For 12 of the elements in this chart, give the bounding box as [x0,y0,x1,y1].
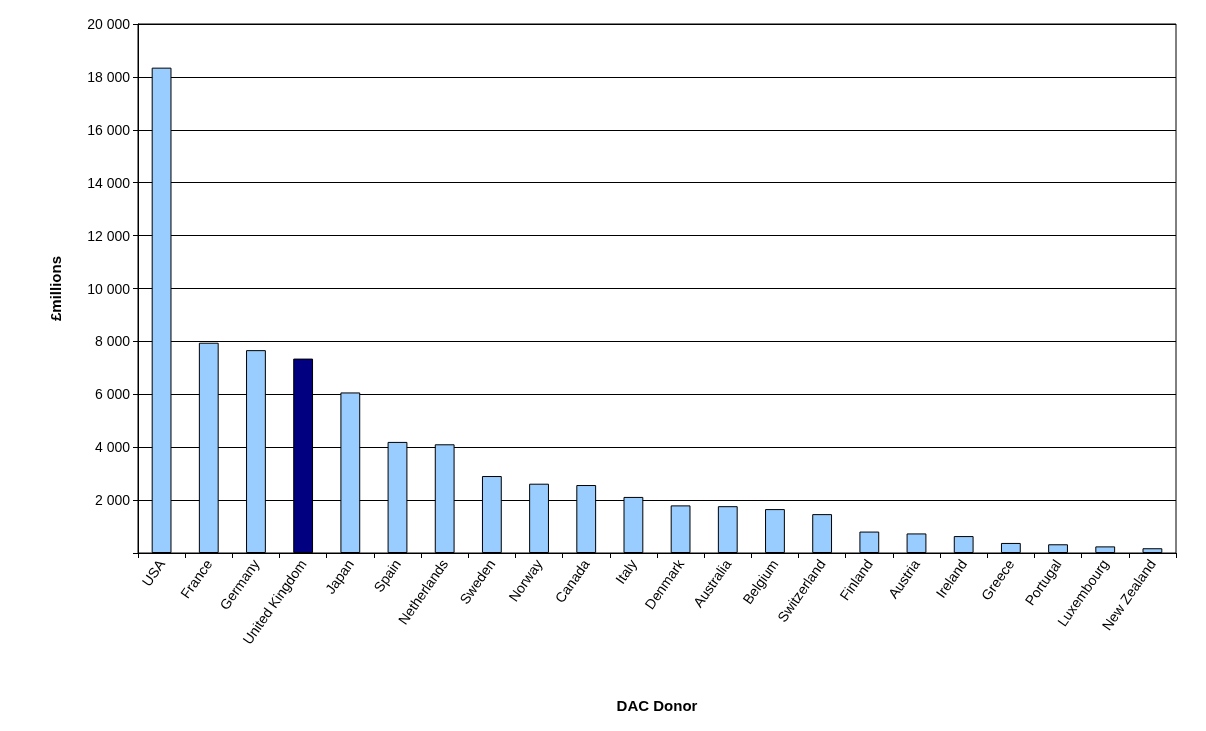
y-tick-label: 2 000 [94,492,131,509]
y-axis-title: £millions [47,255,64,322]
y-tick-label: 6 000 [94,386,131,403]
y-tick-label: 20 000 [87,16,131,32]
x-axis-title: DAC Donor [616,697,698,714]
y-tick-label: 10 000 [87,280,131,297]
y-tick-label: 14 000 [87,174,131,191]
y-tick-label: 12 000 [87,227,131,244]
y-tick-label: 4 000 [94,439,131,456]
y-tick-label: 18 000 [87,68,131,85]
y-tick-label: 16 000 [87,121,131,138]
y-tick-label: 8 000 [94,333,131,350]
